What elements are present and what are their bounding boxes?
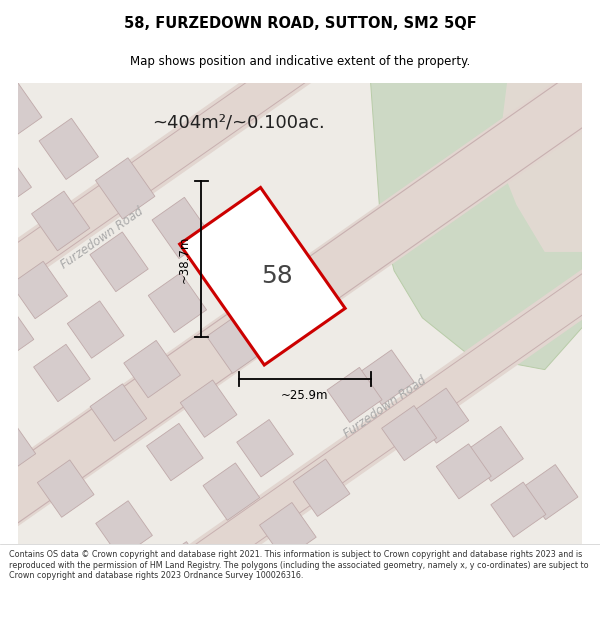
- Polygon shape: [206, 314, 265, 373]
- Polygon shape: [11, 261, 68, 319]
- Text: ~38.7m: ~38.7m: [178, 235, 191, 282]
- Text: ~404m²/~0.100ac.: ~404m²/~0.100ac.: [152, 113, 325, 131]
- Text: Contains OS data © Crown copyright and database right 2021. This information is : Contains OS data © Crown copyright and d…: [9, 550, 589, 580]
- Polygon shape: [90, 232, 148, 292]
- Polygon shape: [148, 273, 206, 332]
- Polygon shape: [209, 237, 268, 298]
- Text: Furzedown Road: Furzedown Road: [341, 374, 428, 441]
- Polygon shape: [0, 79, 42, 140]
- Polygon shape: [154, 542, 211, 599]
- Polygon shape: [491, 482, 546, 537]
- Text: 58: 58: [260, 264, 292, 288]
- Polygon shape: [203, 463, 260, 520]
- Polygon shape: [0, 0, 600, 552]
- Polygon shape: [96, 501, 152, 558]
- Polygon shape: [523, 464, 578, 519]
- Polygon shape: [0, 419, 35, 476]
- Polygon shape: [146, 423, 203, 481]
- Polygon shape: [497, 82, 583, 252]
- Polygon shape: [37, 460, 94, 518]
- Polygon shape: [260, 503, 316, 560]
- Polygon shape: [0, 97, 600, 625]
- Text: Furzedown Road: Furzedown Road: [59, 204, 146, 271]
- Polygon shape: [0, 305, 34, 362]
- Polygon shape: [180, 380, 237, 438]
- Text: ~25.9m: ~25.9m: [281, 389, 328, 402]
- Polygon shape: [90, 384, 147, 441]
- Polygon shape: [124, 341, 181, 398]
- Polygon shape: [293, 459, 350, 516]
- Polygon shape: [436, 444, 491, 499]
- Polygon shape: [95, 158, 155, 219]
- Polygon shape: [469, 426, 523, 481]
- Polygon shape: [67, 301, 124, 358]
- Text: 58, FURZEDOWN ROAD, SUTTON, SM2 5QF: 58, FURZEDOWN ROAD, SUTTON, SM2 5QF: [124, 16, 476, 31]
- Polygon shape: [414, 388, 469, 443]
- Polygon shape: [382, 406, 437, 461]
- Polygon shape: [371, 82, 583, 369]
- Polygon shape: [152, 198, 211, 259]
- Polygon shape: [32, 191, 90, 251]
- Polygon shape: [359, 350, 414, 405]
- Polygon shape: [179, 188, 345, 365]
- Text: Map shows position and indicative extent of the property.: Map shows position and indicative extent…: [130, 54, 470, 68]
- Polygon shape: [327, 368, 382, 423]
- Polygon shape: [39, 118, 98, 179]
- Polygon shape: [265, 276, 325, 338]
- Polygon shape: [237, 419, 293, 477]
- Polygon shape: [0, 150, 31, 210]
- Polygon shape: [34, 344, 90, 402]
